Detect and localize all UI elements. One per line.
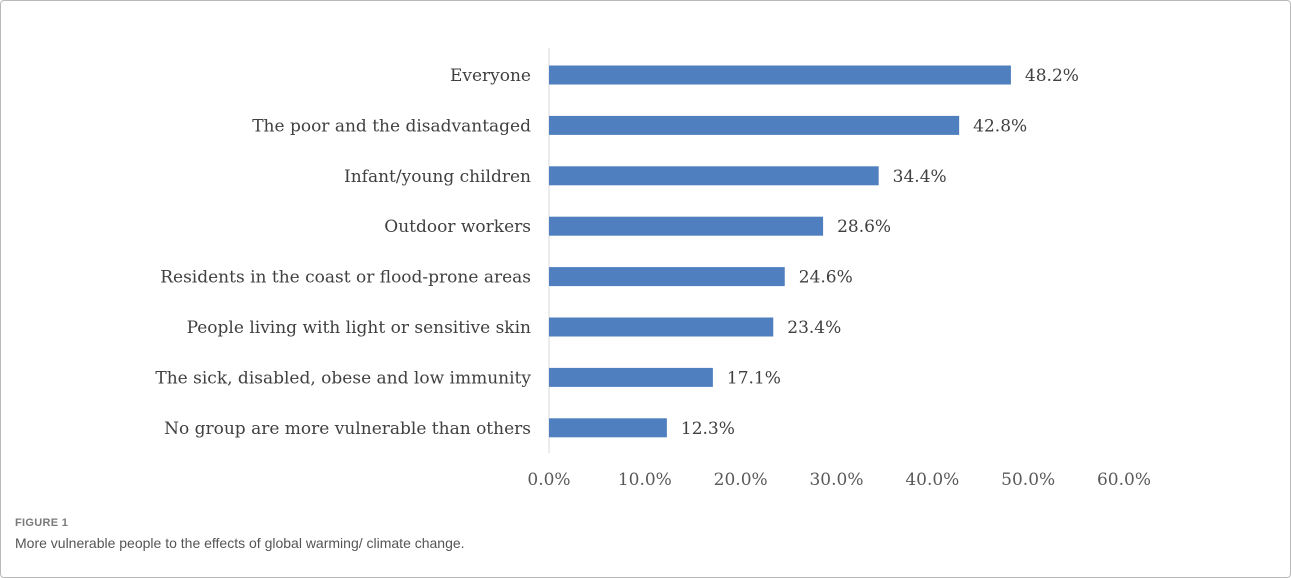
bar (549, 116, 959, 135)
bar (549, 318, 773, 337)
category-label: The poor and the disadvantaged (252, 116, 531, 136)
x-tick-label: 50.0% (1001, 470, 1055, 490)
category-label: Outdoor workers (384, 217, 531, 237)
value-label: 23.4% (787, 318, 841, 338)
x-tick-label: 30.0% (809, 470, 863, 490)
bar (549, 418, 667, 437)
value-label: 17.1% (727, 368, 781, 388)
value-label: 42.8% (973, 116, 1027, 136)
x-tick-label: 60.0% (1097, 470, 1151, 490)
bar (549, 166, 879, 185)
bar (549, 66, 1011, 85)
x-tick-label: 0.0% (527, 470, 570, 490)
value-label: 34.4% (893, 167, 947, 187)
value-label: 24.6% (799, 268, 853, 288)
category-label: Everyone (450, 66, 531, 86)
x-tick-label: 20.0% (714, 470, 768, 490)
value-label: 48.2% (1025, 66, 1079, 86)
bar (549, 217, 823, 236)
x-tick-label: 40.0% (905, 470, 959, 490)
category-label: People living with light or sensitive sk… (187, 318, 531, 338)
figure-caption-text: More vulnerable people to the effects of… (15, 535, 465, 551)
category-label: Infant/young children (344, 167, 531, 187)
bar (549, 368, 713, 387)
category-label: No group are more vulnerable than others (164, 419, 531, 439)
category-label: Residents in the coast or flood-prone ar… (160, 268, 531, 288)
x-tick-labels-group: 0.0% 10.0% 20.0% 30.0% 40.0% 50.0% 60.0% (527, 470, 1151, 490)
x-tick-label: 10.0% (618, 470, 672, 490)
category-labels-group: Everyone The poor and the disadvantaged In… (155, 66, 531, 439)
category-label: The sick, disabled, obese and low immuni… (155, 368, 531, 388)
figure-caption-label: FIGURE 1 (15, 517, 68, 529)
bar-chart: Everyone The poor and the disadvantaged In… (1, 1, 1290, 501)
value-label: 12.3% (681, 419, 735, 439)
bar (549, 267, 785, 286)
value-label: 28.6% (837, 217, 891, 237)
